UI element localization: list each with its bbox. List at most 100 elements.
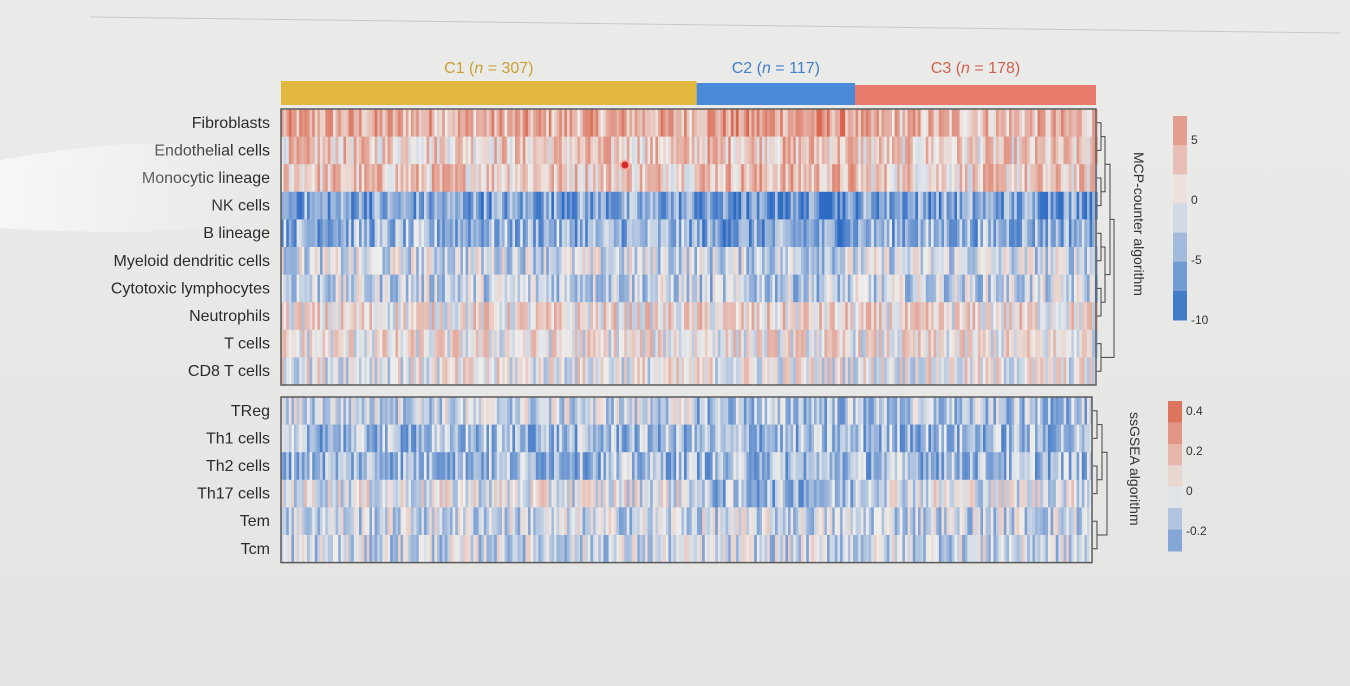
heatmap-cell [996, 329, 999, 358]
heatmap-cell [915, 164, 919, 193]
heatmap-cell [842, 507, 846, 536]
heatmap-cell [405, 397, 409, 425]
heatmap-cell [905, 507, 908, 536]
heatmap-cell [923, 274, 927, 303]
heatmap-cell [668, 357, 672, 386]
heatmap-cell [671, 357, 674, 386]
heatmap-cell [338, 164, 342, 193]
heatmap-cell [806, 247, 810, 275]
heatmap-cell [507, 507, 511, 536]
heatmap-cell [985, 136, 989, 165]
heatmap-cell [1040, 302, 1044, 331]
heatmap-cell [860, 247, 864, 275]
heatmap-cell [829, 397, 833, 425]
heatmap-cell [754, 274, 758, 303]
heatmap-cell [988, 219, 992, 248]
heatmap-cell [629, 452, 633, 481]
heatmap-cell [361, 424, 365, 453]
heatmap-cell [928, 424, 932, 453]
heatmap-cell [405, 247, 409, 275]
heatmap-cell [788, 397, 791, 425]
heatmap-cell [827, 191, 830, 220]
heatmap-cell [541, 424, 544, 453]
heatmap-cell [346, 479, 349, 508]
heatmap-cell [496, 247, 500, 275]
heatmap-cell [520, 397, 524, 425]
heatmap-cell [489, 329, 492, 358]
heatmap-cell [600, 357, 604, 386]
heatmap-cell [808, 247, 812, 275]
heatmap-cell [811, 535, 815, 563]
heatmap-cell [528, 164, 531, 193]
heatmap-cell [795, 109, 799, 137]
heatmap-cell [972, 452, 976, 481]
heatmap-cell [938, 452, 942, 481]
heatmap-cell [491, 191, 495, 220]
heatmap-cell [600, 507, 604, 536]
heatmap-cell [452, 109, 456, 137]
heatmap-cell [928, 247, 932, 275]
heatmap-cell [941, 191, 945, 220]
heatmap-cell [382, 247, 386, 275]
heatmap-cell [699, 357, 703, 386]
heatmap-cell [923, 219, 927, 248]
heatmap-cell [892, 507, 895, 536]
heatmap-cell [678, 191, 682, 220]
heatmap-cell [593, 109, 596, 137]
heatmap-cell [671, 479, 674, 508]
heatmap-cell [366, 109, 370, 137]
heatmap-cell [798, 329, 802, 358]
heatmap-cell [346, 357, 349, 386]
heatmap-cell [587, 164, 591, 193]
heatmap-cell [626, 109, 630, 137]
heatmap-cell [434, 219, 438, 248]
heatmap-cell [980, 302, 984, 331]
heatmap-cell [437, 424, 440, 453]
heatmap-cell [832, 452, 836, 481]
heatmap-cell [897, 452, 901, 481]
heatmap-cell [309, 219, 313, 248]
heatmap-cell [1076, 479, 1080, 508]
heatmap-cell [590, 219, 594, 248]
heatmap-cell [330, 247, 334, 275]
heatmap-cell [465, 302, 469, 331]
heatmap-cell [361, 535, 365, 563]
heatmap-cell [424, 535, 427, 563]
heatmap-cell [946, 274, 950, 303]
heatmap-cell [772, 109, 776, 137]
heatmap-cell [712, 329, 716, 358]
heatmap-cell [915, 302, 919, 331]
heatmap-cell [460, 247, 464, 275]
cluster-n-symbol: n [474, 60, 483, 77]
heatmap-cell [356, 479, 360, 508]
heatmap-cell [889, 109, 893, 137]
heatmap-cell [465, 109, 469, 137]
heatmap-cell [494, 274, 498, 303]
heatmap-cell [569, 424, 573, 453]
heatmap-cell [1029, 191, 1033, 220]
heatmap-cell [694, 397, 698, 425]
heatmap-cell [842, 109, 846, 137]
heatmap-cell [372, 329, 375, 358]
heatmap-cell [533, 219, 537, 248]
heatmap-cell [923, 452, 927, 481]
heatmap-cell [356, 424, 360, 453]
heatmap-cell [606, 164, 609, 193]
heatmap-cell [782, 535, 786, 563]
heatmap-cell [629, 109, 633, 137]
heatmap-cell [933, 302, 937, 331]
heatmap-cell [806, 357, 810, 386]
heatmap-cell [725, 191, 729, 220]
heatmap-cell [933, 535, 937, 563]
heatmap-cell [694, 247, 698, 275]
heatmap-cell [827, 452, 830, 481]
heatmap-cell [1068, 302, 1072, 331]
heatmap-cell [829, 219, 833, 248]
heatmap-cell [866, 357, 869, 386]
heatmap-cell [301, 357, 305, 386]
heatmap-cell [457, 164, 461, 193]
heatmap-cell [348, 479, 352, 508]
heatmap-cell [819, 302, 823, 331]
heatmap-cell [801, 479, 804, 508]
heatmap-cell [325, 136, 329, 165]
